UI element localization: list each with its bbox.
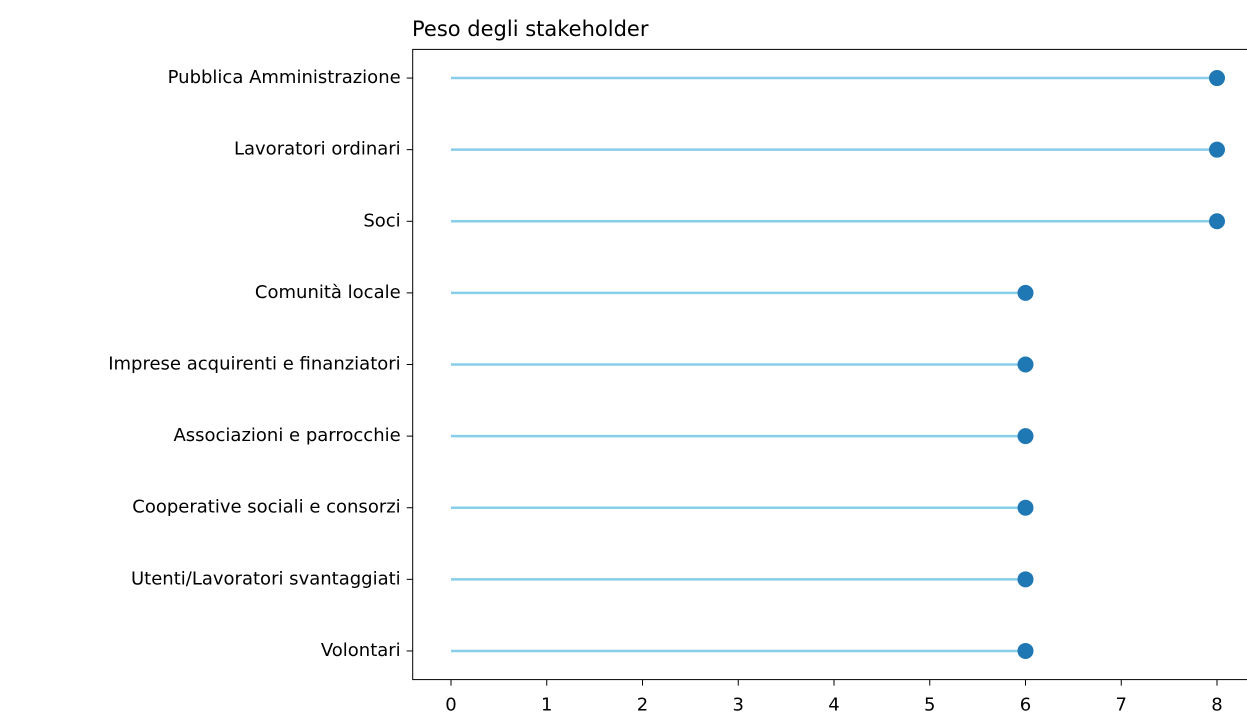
x-tick-label: 7 (1116, 695, 1127, 715)
y-tick-label: Lavoratori ordinari (234, 139, 401, 160)
y-tick-label: Cooperative sociali e consorzi (132, 497, 400, 518)
dot (1209, 70, 1225, 87)
dot (1017, 571, 1034, 588)
x-tick-label: 2 (637, 695, 648, 715)
dot (1017, 284, 1034, 301)
chart-title: Peso degli stakeholder (412, 17, 649, 41)
dot (1017, 428, 1034, 445)
y-tick-label: Pubblica Amministrazione (168, 67, 401, 88)
y-tick-label: Associazioni e parrocchie (173, 425, 400, 446)
x-tick-label: 1 (541, 695, 552, 715)
x-tick-label: 4 (828, 695, 839, 715)
y-tick-label: Soci (363, 210, 400, 231)
x-tick-label: 6 (1020, 695, 1031, 715)
y-tick-label: Imprese acquirenti e finanziatori (108, 354, 400, 375)
dot (1209, 213, 1225, 230)
dot (1017, 642, 1034, 659)
x-tick-label: 8 (1211, 695, 1222, 715)
x-tick-label: 0 (445, 695, 456, 715)
dot (1017, 356, 1034, 373)
y-tick-label: Comunità locale (255, 282, 401, 303)
y-tick-label: Utenti/Lavoratori svantaggiati (131, 568, 401, 589)
x-tick-label: 5 (924, 695, 935, 715)
dot (1017, 499, 1034, 516)
dot (1209, 141, 1225, 158)
x-tick-label: 3 (733, 695, 744, 715)
y-tick-label: Volontari (321, 640, 401, 661)
